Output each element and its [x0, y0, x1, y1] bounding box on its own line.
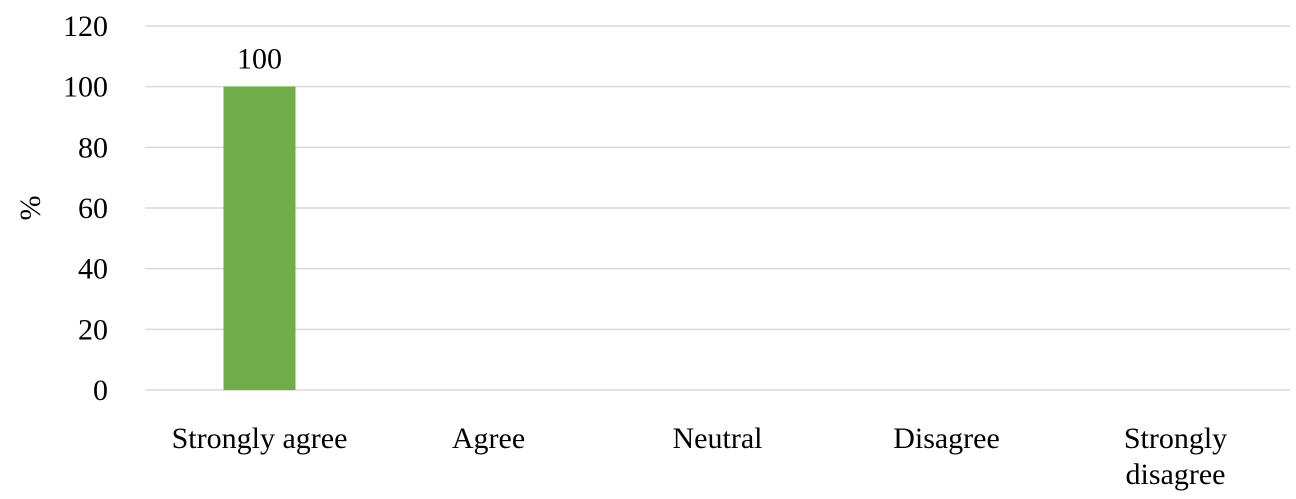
- data-label: 100: [237, 43, 282, 76]
- x-tick-label: Agree: [452, 422, 525, 455]
- x-tick-label: Neutral: [673, 422, 763, 455]
- y-tick-label: 0: [93, 374, 108, 407]
- y-tick-label: 40: [78, 253, 108, 286]
- y-tick-label: 20: [78, 313, 108, 346]
- y-tick-label: 60: [78, 192, 108, 225]
- y-tick-label: 80: [78, 131, 108, 164]
- y-tick-label: 120: [63, 10, 108, 43]
- y-tick-label: 100: [63, 71, 108, 104]
- bar-strongly-agree: [223, 86, 296, 391]
- x-tick-label: Disagree: [893, 422, 1000, 455]
- y-axis-title: %: [14, 196, 47, 221]
- x-tick-label: Strongly agree: [172, 422, 348, 455]
- x-tick-label: Strongly disagree: [1124, 422, 1227, 491]
